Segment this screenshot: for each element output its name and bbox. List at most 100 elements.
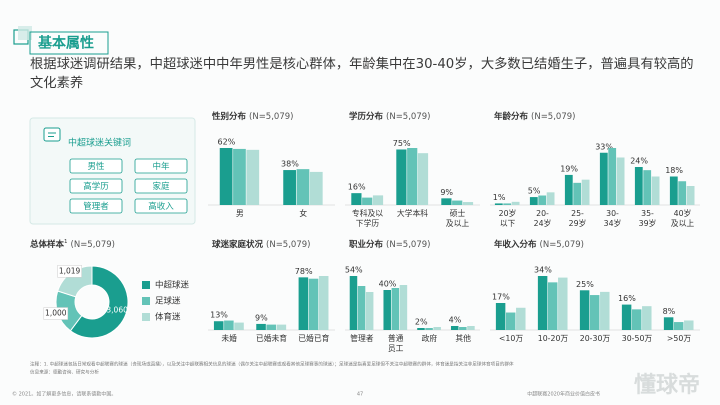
value-label: 13% [210, 311, 228, 320]
keyword: 家庭 [152, 181, 170, 192]
bar [631, 309, 642, 330]
bar [417, 328, 425, 330]
bar [511, 201, 520, 205]
category-label: 40岁及以上 [671, 208, 695, 228]
bar [351, 193, 362, 205]
bar [246, 149, 260, 205]
category-label: 大学本科 [397, 208, 428, 218]
category-label: 管理者 [350, 333, 374, 343]
keyword-icon [43, 127, 61, 142]
bar [600, 291, 610, 330]
bar [372, 195, 384, 205]
value-label: 38% [281, 160, 299, 169]
bar [616, 157, 625, 205]
header-title: 基本属性 [38, 35, 94, 52]
donut-label-box [43, 307, 69, 320]
value-label: 17% [492, 293, 510, 302]
donut-slice [57, 265, 93, 298]
category-label: <10万 [499, 334, 523, 343]
value-label: 16% [348, 183, 366, 192]
bar [450, 326, 459, 330]
chart-title-text: 学历分布 [349, 111, 384, 122]
bar [537, 276, 548, 330]
category-label: 25-29岁 [569, 209, 587, 228]
bar [684, 320, 694, 330]
donut-label: 3,060 [106, 305, 128, 314]
value-label: 75% [393, 139, 411, 148]
chart-note: (N=5,079) [71, 240, 115, 250]
value-label: 33% [595, 142, 613, 151]
keyword-pill [69, 198, 123, 214]
bar [296, 169, 310, 205]
bar [663, 317, 674, 330]
keyword: 管理者 [83, 201, 109, 212]
bar [589, 295, 600, 330]
value-label: 1% [493, 193, 506, 202]
summary: 根据球迷调研结果，中超球迷中中年男性是核心群体，年龄集中在30-40岁，大多数已… [30, 57, 694, 91]
bar [407, 148, 418, 205]
chart-title-sup: 1 [64, 239, 68, 245]
bar [673, 322, 684, 330]
bar [383, 290, 391, 330]
bar [283, 170, 296, 205]
category-label: 30-50万 [622, 334, 653, 343]
keyword-title: 中超球迷关键词 [68, 137, 131, 149]
category-label: 女 [299, 208, 307, 218]
category-label: 政府 [422, 333, 438, 343]
bar [234, 322, 244, 330]
chart-note: (N=5,079) [386, 112, 430, 122]
bar [462, 202, 474, 205]
category-label: 男 [236, 209, 244, 218]
category-label: 普通员工 [388, 333, 404, 353]
bar [452, 200, 463, 205]
keyword-pill [134, 178, 188, 194]
value-label: 4% [449, 316, 462, 325]
bar [298, 277, 309, 330]
keyword-pill [69, 178, 123, 194]
legend-swatch [142, 313, 150, 321]
category-label: 已婚已育 [298, 333, 329, 343]
chart-title: 球迷家庭状况 (N=5,079) [212, 239, 310, 250]
value-label: 78% [295, 267, 313, 276]
legend-label: 中超球迷 [155, 280, 190, 291]
bar [621, 304, 632, 330]
bar [651, 176, 660, 205]
value-label: 34% [534, 266, 552, 275]
chart-title: 学历分布 (N=5,079) [349, 111, 430, 122]
bar [529, 197, 538, 205]
keyword: 中年 [152, 161, 170, 172]
keyword-pill [134, 198, 188, 214]
category-label: 其他 [455, 333, 471, 343]
bar [233, 148, 246, 205]
chart-note: (N=5,079) [531, 112, 575, 122]
bar [503, 203, 512, 205]
donut-label: 1,019 [59, 266, 81, 275]
bar [642, 306, 652, 330]
bar [425, 328, 433, 330]
value-label: 25% [576, 280, 594, 289]
legend-label: 足球迷 [155, 296, 181, 307]
donut-label-box [57, 265, 82, 278]
footnote: 注释：1. 中超球迷包括日常观看中超联赛的球迷（含现场或直播），以及关注中超联赛… [30, 361, 514, 368]
chart-title: 总体样本1 (N=5,079) [30, 239, 115, 250]
chart-title: 性别分布 (N=5,079) [212, 111, 293, 122]
keyword: 男性 [87, 161, 105, 172]
bar [276, 324, 287, 330]
legend-swatch [142, 281, 150, 289]
bar [564, 174, 573, 205]
keyword: 高收入 [148, 201, 174, 212]
watermark: 懂球帝 [634, 372, 700, 398]
chart-title-text: 球迷家庭状况 [212, 239, 264, 250]
value-label: 8% [663, 307, 676, 316]
bar [256, 323, 266, 330]
chart-title-text: 性别分布 [212, 111, 247, 122]
bar [224, 320, 234, 330]
bar [599, 152, 608, 205]
keyword: 高学历 [83, 181, 109, 192]
value-label: 9% [440, 188, 453, 197]
bar [538, 195, 547, 205]
bar [505, 312, 516, 330]
bar [546, 192, 555, 205]
bar [318, 276, 329, 330]
